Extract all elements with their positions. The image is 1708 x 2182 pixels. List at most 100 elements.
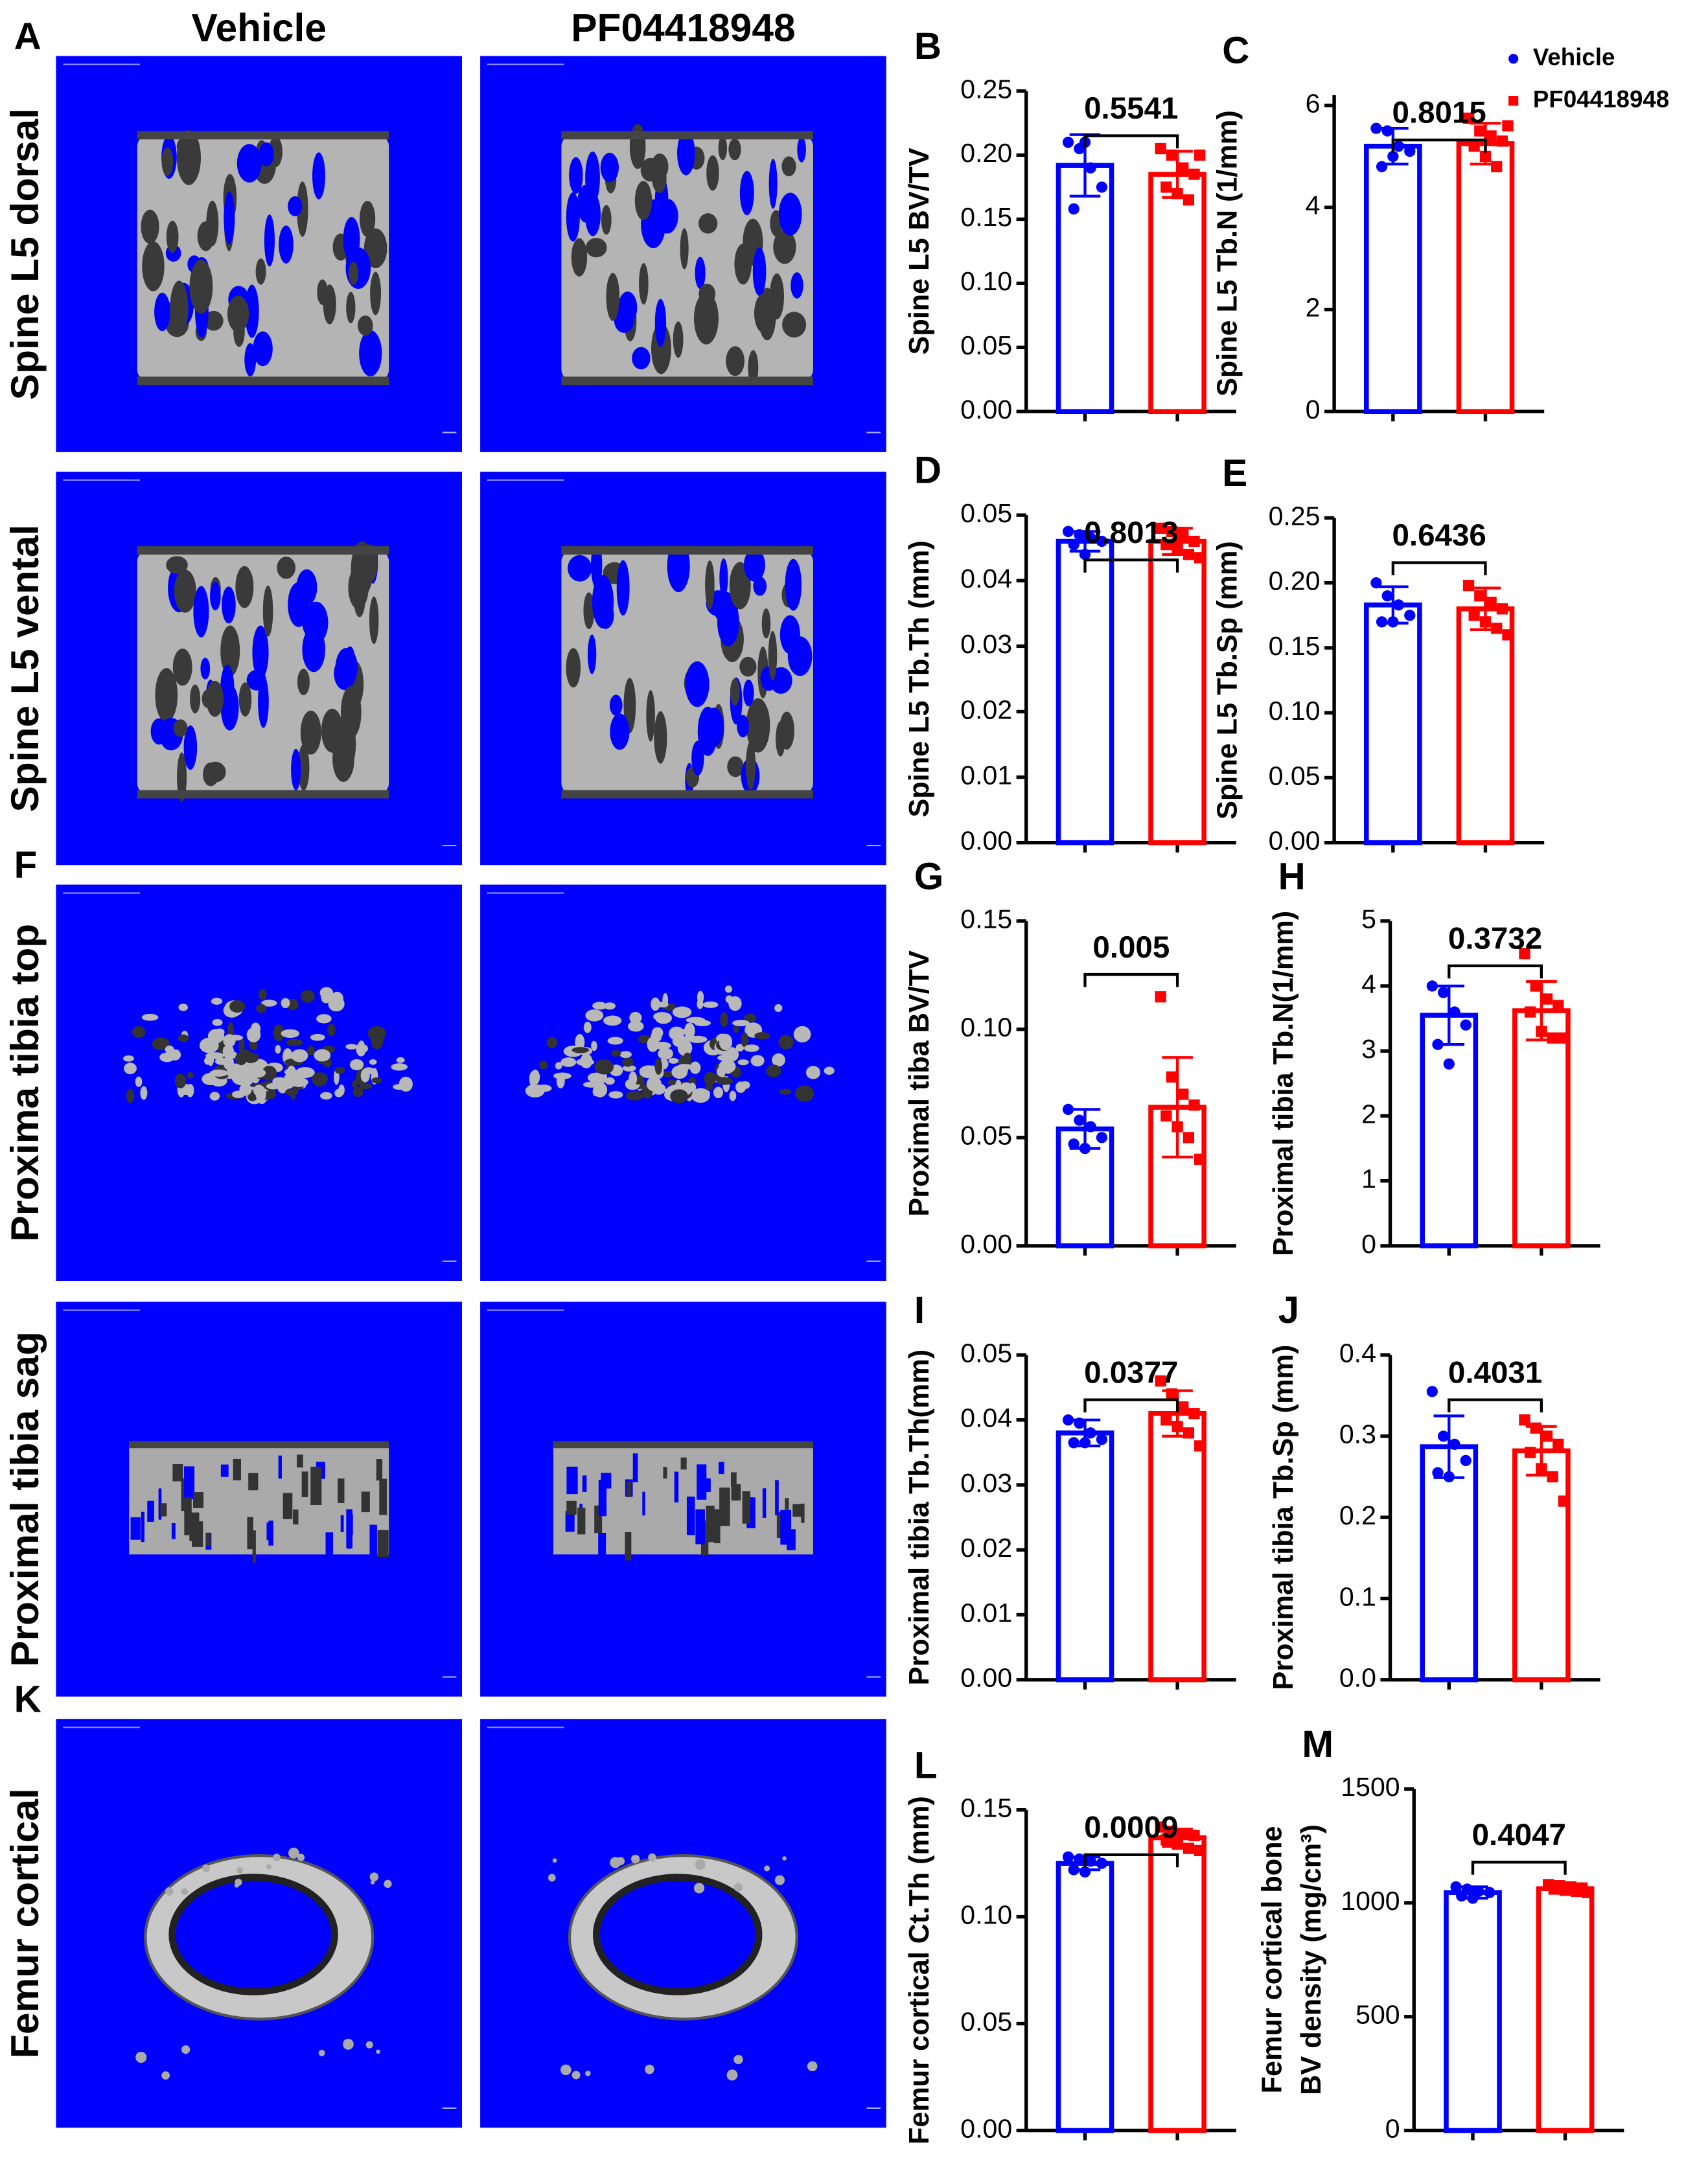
bone-pore	[752, 247, 767, 296]
data-point	[1096, 1434, 1108, 1445]
bar	[1056, 538, 1114, 845]
y-tick-label: 1000	[1341, 1886, 1400, 1916]
bone-pore	[297, 744, 310, 791]
bone-pore	[704, 707, 724, 747]
bone-pore	[583, 592, 595, 630]
bone-fragment	[286, 1039, 303, 1046]
bone-pore	[172, 1464, 183, 1482]
bone-rim	[137, 131, 389, 140]
bone-pore	[184, 1466, 195, 1500]
panel-letter: G	[914, 855, 943, 897]
bone-fragment	[571, 1047, 590, 1053]
bone-fragment	[675, 1079, 682, 1090]
data-point	[1370, 577, 1382, 589]
bone-pore	[377, 1530, 389, 1557]
bone-pore	[283, 1493, 293, 1519]
data-point	[1188, 1099, 1200, 1111]
panel-letter: C	[1222, 30, 1249, 72]
bone-pore	[248, 1473, 259, 1491]
data-point	[1160, 181, 1172, 193]
data-point	[1449, 1006, 1460, 1018]
data-point	[1194, 1440, 1206, 1452]
legend-label: Vehicle	[1533, 43, 1615, 70]
data-point	[1085, 532, 1096, 544]
bone-fragment	[391, 1063, 408, 1071]
bone-fragment	[655, 1012, 673, 1024]
bone-rim	[561, 546, 813, 555]
bone-fragment	[603, 1002, 616, 1010]
bone-pore	[768, 159, 778, 209]
bone-fragment	[317, 1073, 329, 1085]
bone-fragment	[529, 1071, 537, 1087]
data-point	[1485, 597, 1497, 608]
bone-fragment	[135, 2051, 147, 2063]
bone-pore	[147, 1500, 154, 1522]
bone-fragment	[338, 1084, 345, 1096]
data-point	[1460, 1454, 1471, 1467]
bone-pore	[177, 752, 187, 802]
bone-fragment	[178, 1004, 189, 1011]
bone-fragment	[594, 1059, 614, 1075]
bone-pore	[779, 615, 800, 654]
bone-pore	[718, 136, 728, 161]
bone-pore	[370, 271, 382, 316]
data-point	[1552, 1438, 1564, 1450]
data-point	[1524, 1447, 1536, 1458]
y-axis-label: Spine L5 Tb.Sp (mm)	[1212, 541, 1243, 820]
data-point	[1536, 1026, 1547, 1037]
bone-pore	[632, 1453, 638, 1483]
bone-pore	[566, 648, 581, 688]
legend-label: PF04418948	[1533, 86, 1669, 112]
p-value: 0.3732	[1448, 922, 1542, 956]
bone-fragment	[728, 996, 742, 1011]
data-point	[1474, 590, 1486, 602]
y-tick-label: 0	[1306, 395, 1321, 424]
data-point	[1177, 1828, 1189, 1839]
bone-pore	[730, 678, 740, 706]
y-axis-label: Spine L5 Tb.N (1/mm)	[1212, 110, 1243, 396]
data-point	[1183, 549, 1195, 560]
bone-pore	[719, 1462, 724, 1475]
data-point	[1177, 1088, 1189, 1100]
significance-bracket	[1083, 558, 1179, 573]
data-point	[1404, 610, 1416, 621]
data-point	[1194, 552, 1206, 564]
y-tick-label: 0.01	[960, 760, 1012, 790]
bone-fragment	[275, 1044, 281, 1054]
bone-fragment	[719, 1059, 736, 1074]
bone-pore	[172, 649, 192, 686]
bone-pore	[598, 1532, 606, 1556]
data-point	[1062, 1414, 1074, 1426]
bone-pore	[601, 205, 612, 235]
bone-pore	[222, 586, 236, 624]
data-point	[1491, 623, 1503, 634]
bone-pore	[600, 152, 619, 183]
bone-fragment	[212, 1018, 223, 1026]
bone-fragment	[235, 1878, 242, 1886]
bone-fragment	[782, 1856, 787, 1861]
data-point	[1479, 616, 1492, 628]
bone-fragment	[165, 1887, 174, 1896]
bone-pore	[158, 1488, 162, 1520]
y-tick-label: 1500	[1341, 1772, 1400, 1802]
y-tick-label: 0.15	[960, 1793, 1012, 1823]
y-tick-label: 4	[1361, 969, 1376, 999]
legend-marker	[1508, 96, 1519, 106]
bone-fragment	[297, 1854, 305, 1861]
data-point	[1456, 1890, 1468, 1902]
bone-fragment	[772, 1053, 785, 1067]
bone-fragment	[629, 1071, 638, 1086]
bone-pore	[203, 762, 219, 787]
data-point	[1519, 948, 1530, 959]
y-tick-label: 4	[1306, 190, 1321, 220]
bone-fragment	[124, 1062, 137, 1075]
bone-pore	[632, 347, 651, 370]
bone-fragment	[316, 1014, 332, 1024]
bone-fragment	[246, 1028, 261, 1042]
data-point	[1096, 181, 1108, 193]
data-point	[1502, 120, 1514, 132]
panel-letter: H	[1278, 855, 1306, 897]
bone-pore	[728, 138, 741, 161]
bone-pore	[141, 1511, 144, 1543]
bone-fragment	[255, 1085, 266, 1103]
